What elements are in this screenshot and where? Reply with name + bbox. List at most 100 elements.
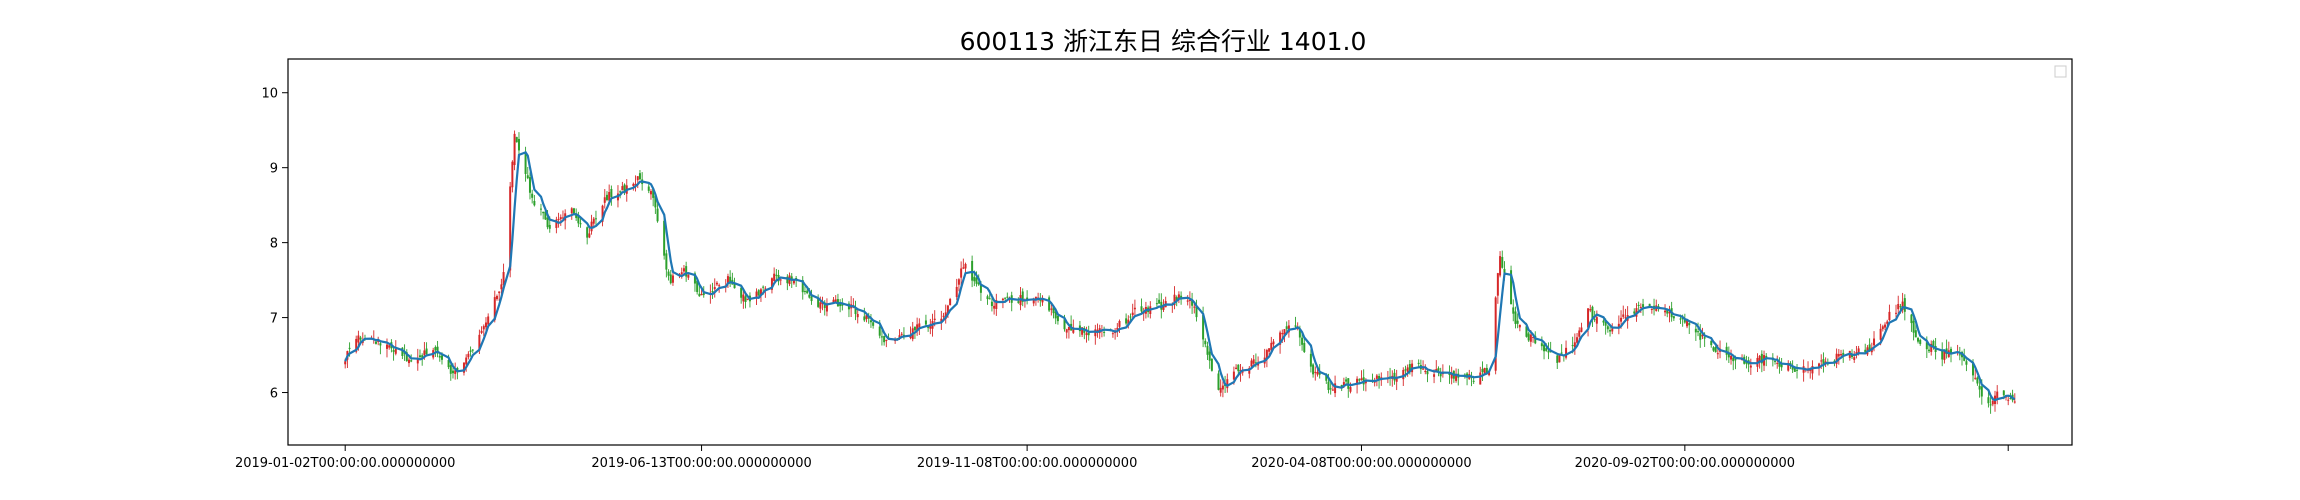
candle-body xyxy=(687,274,690,278)
candle-body xyxy=(711,291,714,293)
candle-body xyxy=(1496,273,1499,296)
candle-body xyxy=(806,290,809,294)
candle-body xyxy=(1976,377,1979,384)
candle-body xyxy=(1004,297,1007,299)
candle-body xyxy=(1206,345,1209,355)
candle-body xyxy=(1424,371,1427,373)
candle-body xyxy=(949,298,952,306)
candle-body xyxy=(1732,357,1735,362)
candle-body xyxy=(713,287,716,290)
candle-body xyxy=(638,173,641,180)
candle-body xyxy=(467,353,470,358)
candle-body xyxy=(1620,317,1623,322)
candle-body xyxy=(817,298,820,307)
candle-body xyxy=(1241,371,1244,373)
candle-body xyxy=(1479,372,1482,385)
candle-body xyxy=(1032,299,1035,304)
candle-body xyxy=(779,279,782,281)
candle-body xyxy=(1281,333,1284,335)
candle-body xyxy=(388,345,391,348)
candle-body xyxy=(1749,365,1752,368)
candle-body xyxy=(652,188,655,198)
candle-body xyxy=(801,280,804,293)
candle-body xyxy=(1426,371,1429,375)
candle-body xyxy=(1327,381,1330,390)
candle-body xyxy=(1842,352,1845,356)
candle-body xyxy=(1257,363,1260,366)
candle-body xyxy=(1298,329,1301,338)
candle-body xyxy=(531,193,534,198)
candle-body xyxy=(1595,317,1598,324)
candle-body xyxy=(1853,357,1856,360)
candle-body xyxy=(1518,324,1521,328)
candle-body xyxy=(440,355,443,360)
candle-body xyxy=(1085,333,1088,336)
candle-body xyxy=(929,326,932,329)
candle-body xyxy=(700,293,703,296)
candle-body xyxy=(1811,365,1814,374)
candle-body xyxy=(1516,320,1519,324)
candle-body xyxy=(1312,364,1315,375)
candle-body xyxy=(355,338,358,352)
candle-body xyxy=(1052,306,1055,314)
candle-body xyxy=(955,286,958,297)
candle-body xyxy=(632,183,635,187)
candle-body xyxy=(1210,358,1213,371)
candle-body xyxy=(854,308,857,315)
candle-body xyxy=(1884,324,1887,328)
candle-body xyxy=(1494,297,1497,371)
y-tick-label: 7 xyxy=(270,312,278,327)
candle-body xyxy=(1173,294,1176,306)
candle-body xyxy=(1512,307,1515,314)
candle-body xyxy=(1067,326,1070,331)
legend-box[interactable] xyxy=(2054,65,2067,78)
candle-body xyxy=(557,218,560,220)
candle-body xyxy=(1694,328,1697,333)
candle-body xyxy=(1622,314,1625,317)
candle-body xyxy=(869,320,872,323)
candle-body xyxy=(1472,380,1475,382)
candle-body xyxy=(1648,303,1651,307)
candle-body xyxy=(1334,383,1337,394)
candle-body xyxy=(1758,355,1761,362)
candle-body xyxy=(1958,354,1961,356)
candle-body xyxy=(1580,327,1583,332)
candle-body xyxy=(764,288,767,290)
candle-body xyxy=(1054,311,1057,319)
candle-body xyxy=(498,291,501,294)
candle-body xyxy=(423,350,426,356)
y-tick-label: 10 xyxy=(261,87,278,102)
candle-body xyxy=(1941,350,1944,360)
candle-body xyxy=(1358,379,1361,381)
candle-body xyxy=(1666,309,1669,314)
candle-body xyxy=(698,293,701,297)
candle-body xyxy=(1780,364,1783,368)
candle-body xyxy=(1248,367,1251,374)
candle-body xyxy=(623,184,626,192)
candle-body xyxy=(1895,312,1898,314)
candle-body xyxy=(865,314,868,319)
candle-body xyxy=(744,296,747,303)
candle-body xyxy=(775,274,778,276)
candle-body xyxy=(1991,400,1994,405)
candle-body xyxy=(1316,372,1319,375)
candle-body xyxy=(1356,378,1359,385)
candle-body xyxy=(757,290,760,296)
candle-body xyxy=(1155,303,1158,305)
candle-body xyxy=(1422,368,1425,370)
candle-body xyxy=(1668,311,1671,314)
candle-body xyxy=(1050,308,1053,310)
candle-body xyxy=(449,365,452,374)
candle-body xyxy=(1140,306,1143,312)
candle-body xyxy=(790,276,793,281)
candle-body xyxy=(1250,360,1253,367)
candle-body xyxy=(1378,376,1381,381)
candle-body xyxy=(610,189,613,198)
candle-body xyxy=(883,336,886,343)
candle-body xyxy=(729,276,732,282)
candle-body xyxy=(1450,372,1453,379)
candle-body xyxy=(1510,270,1513,305)
candle-body xyxy=(1589,308,1592,311)
candle-body xyxy=(718,285,721,287)
candle-body xyxy=(1072,327,1075,333)
